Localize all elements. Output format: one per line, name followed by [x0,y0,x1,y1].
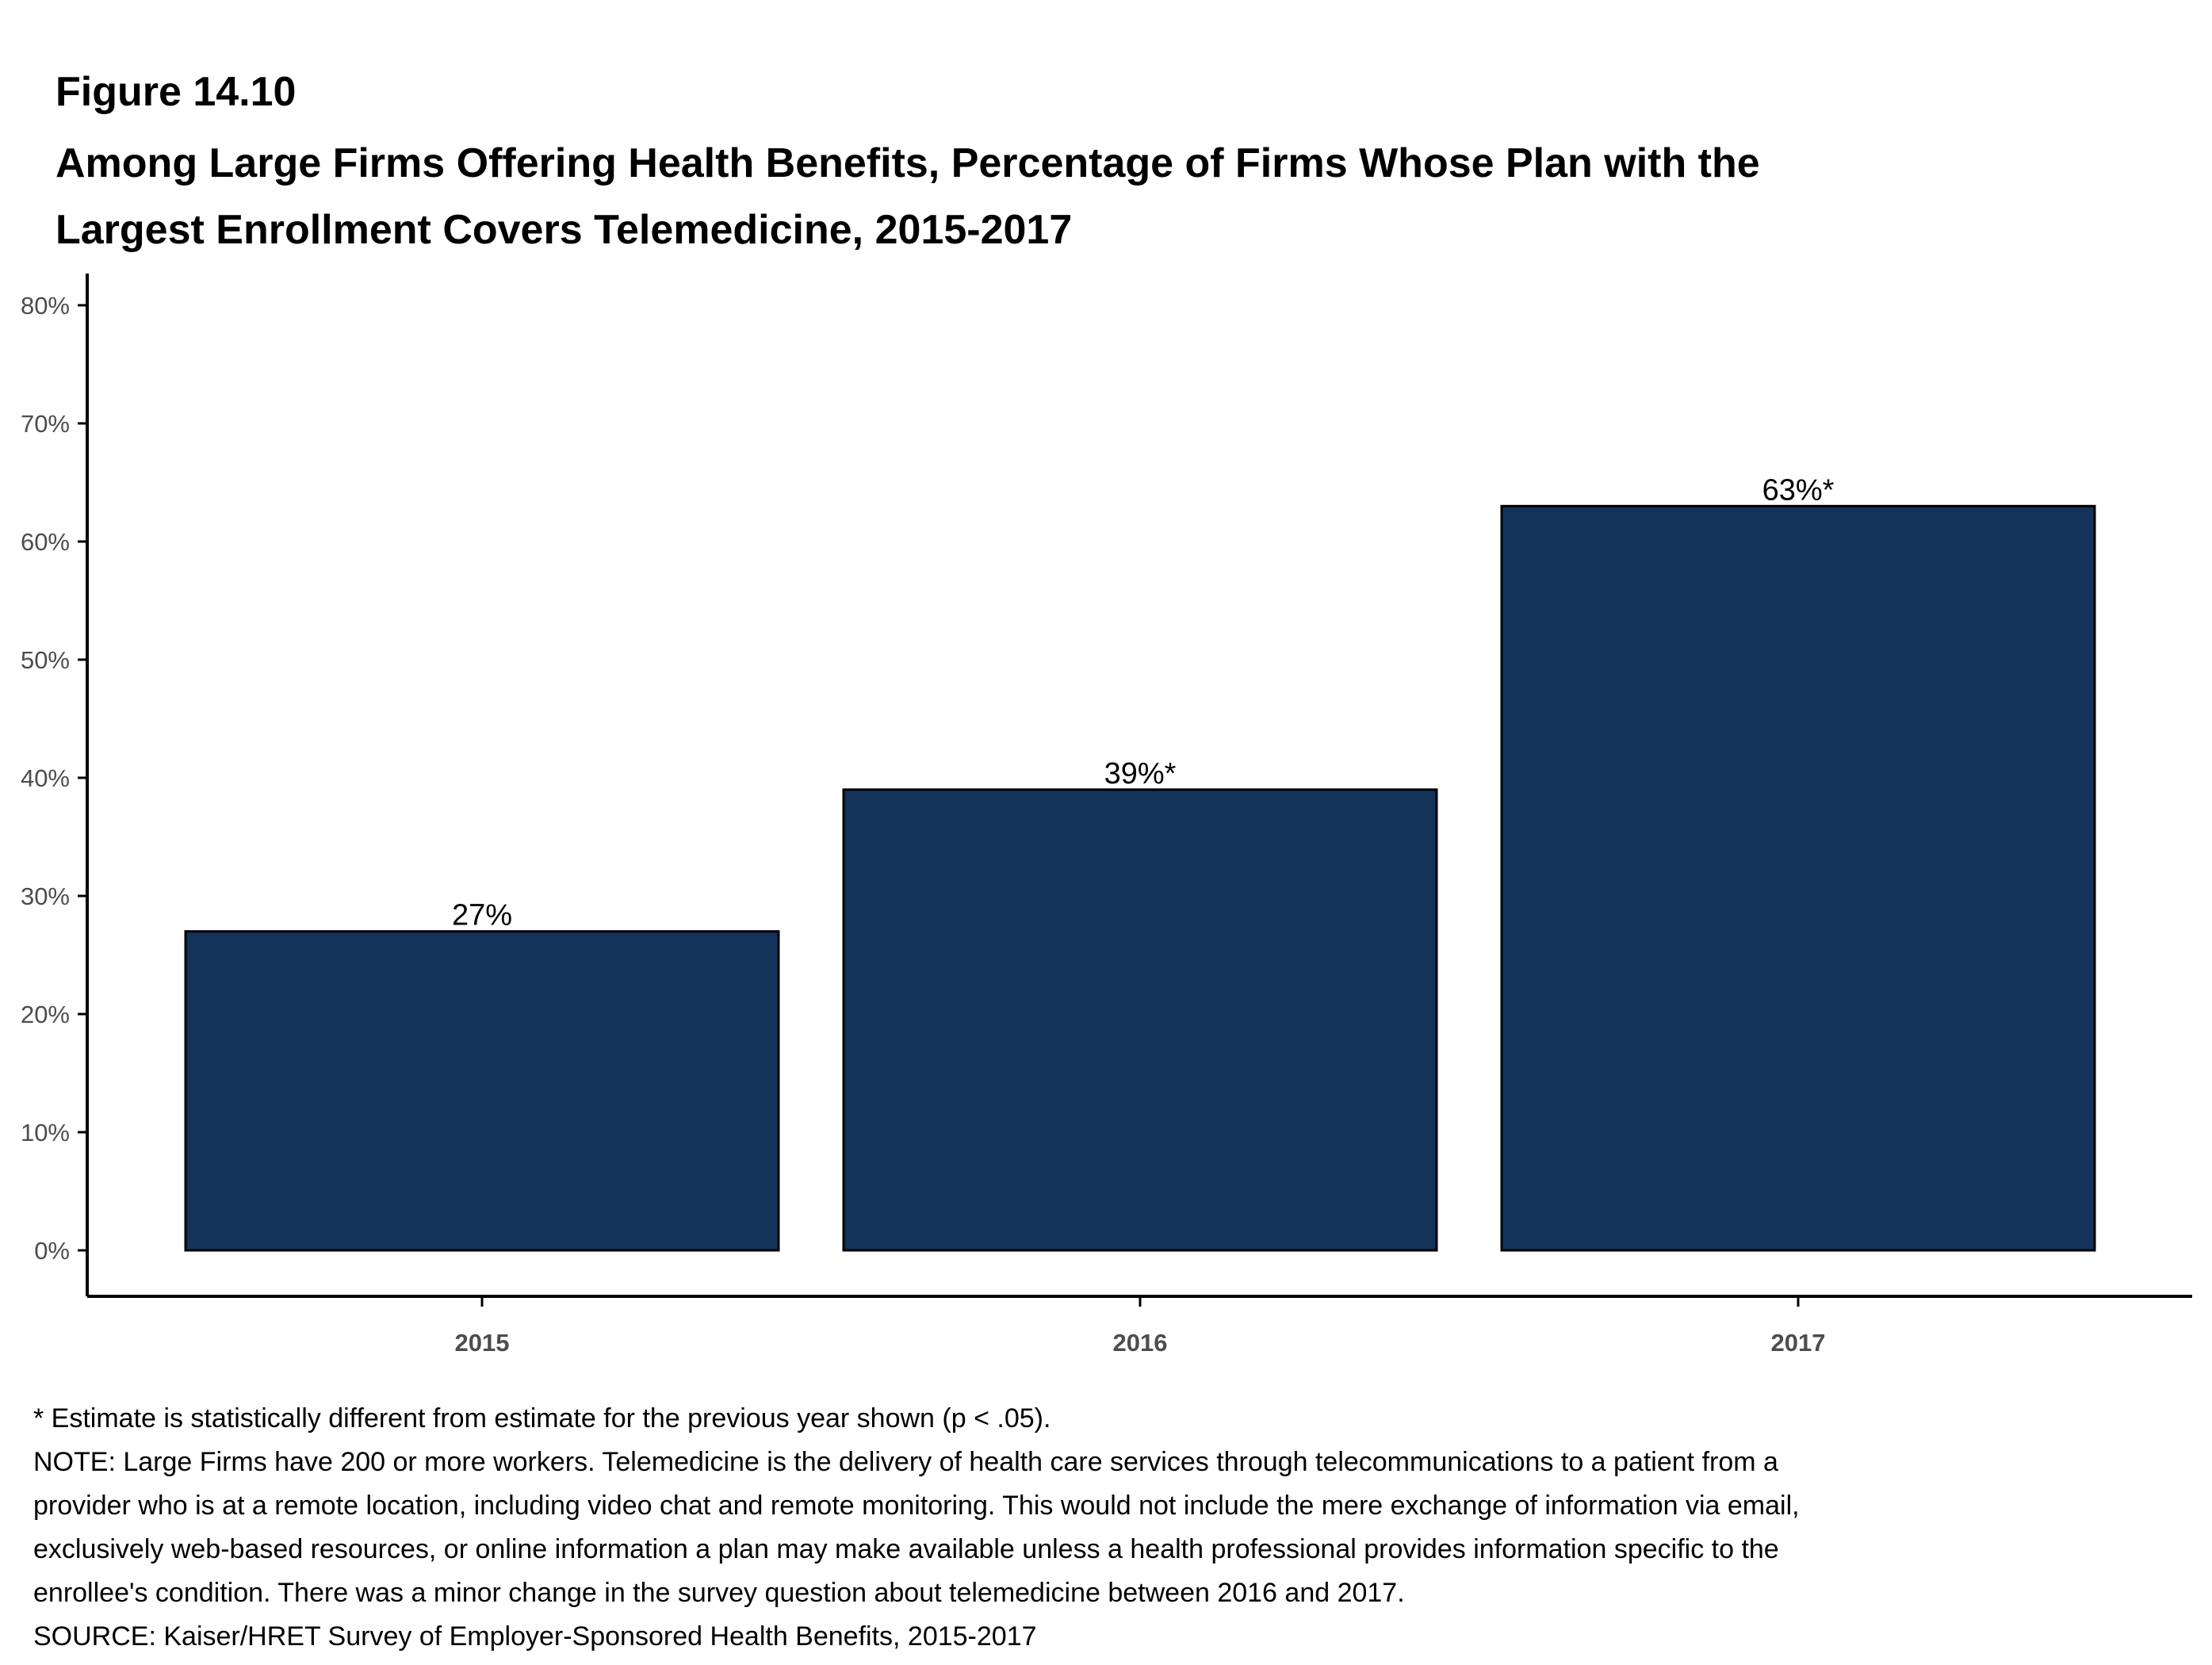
note-significance: * Estimate is statistically different fr… [33,1403,1051,1433]
data-labels: 27% 39%* 63%* [452,473,1835,932]
note-line-3: exclusively web-based resources, or onli… [33,1534,1779,1564]
x-tick-label: 2017 [1771,1329,1826,1357]
chart-title-line-2: Largest Enrollment Covers Telemedicine, … [55,207,1073,253]
data-label-2015: 27% [452,899,512,932]
chart-notes: * Estimate is statistically different fr… [33,1397,2174,1659]
figure-label: Figure 14.10 [55,69,297,115]
note-line-2: provider who is at a remote location, in… [33,1491,1800,1521]
note-line-1: NOTE: Large Firms have 200 or more worke… [33,1447,1778,1477]
y-tick-label: 80% [21,292,70,320]
chart-title-line-1: Among Large Firms Offering Health Benefi… [55,140,1760,186]
bars [184,504,2096,1252]
y-tick-label: 70% [21,410,70,438]
data-label-2017: 63%* [1762,473,1835,507]
y-tick-label: 60% [21,528,70,556]
bar-2015 [184,930,780,1252]
y-tick-label: 50% [21,646,70,674]
y-tick-label: 20% [21,1001,70,1028]
x-tick-label: 2016 [1113,1329,1168,1357]
bar-2016 [842,788,1438,1252]
y-tick-label: 0% [34,1237,70,1265]
chart-title: Among Large Firms Offering Health Benefi… [55,130,2117,263]
y-tick-label: 30% [21,882,70,910]
source-note: SOURCE: Kaiser/HRET Survey of Employer-S… [33,1621,1037,1652]
bar-2017 [1500,504,2096,1252]
y-tick-label: 40% [21,764,70,792]
y-axis: 0% 10% 20% 30% 40% 50% 60% 70% 80% [21,274,89,1296]
x-axis: 2015 2016 2017 [87,1295,2192,1357]
data-label-2016: 39%* [1104,757,1177,790]
bar-chart: 0%10%20%30%40%50%60%70%80% 2015 2016 2017 … [21,274,2192,1357]
y-tick-label: 10% [21,1119,70,1146]
x-tick-label: 2015 [455,1329,510,1357]
note-line-4: enrollee's condition. There was a minor … [33,1578,1405,1608]
